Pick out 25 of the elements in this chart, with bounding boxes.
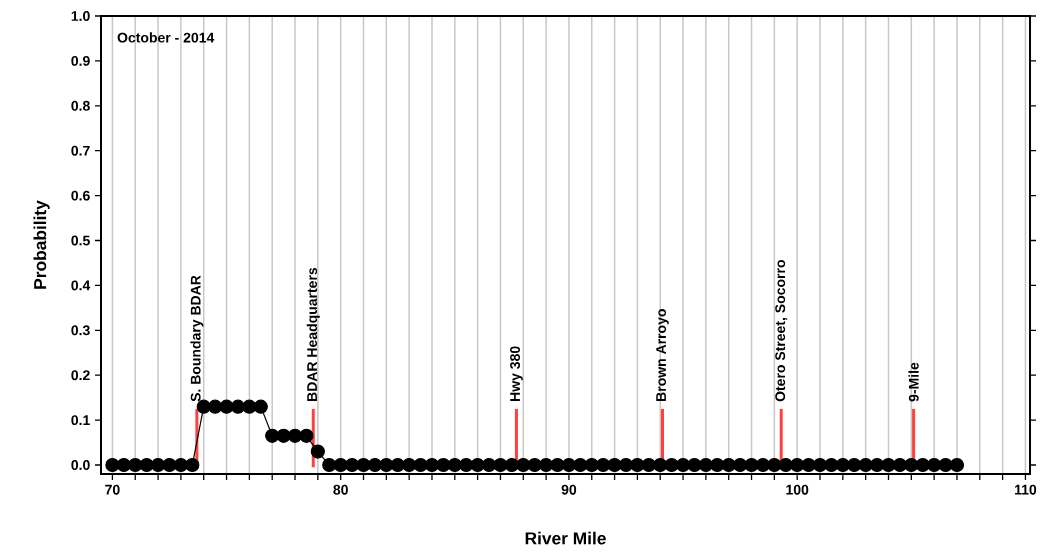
x-axis-title: River Mile (525, 531, 606, 545)
ref-line-label: Hwy 380 (510, 346, 523, 401)
ref-line-label: S. Boundary BDAR (190, 275, 204, 402)
y-tick-label: 0.1 (71, 415, 90, 426)
y-tick-label: 0.2 (71, 370, 90, 381)
x-tick-label: 100 (786, 484, 809, 495)
y-tick-label: 1.0 (71, 11, 90, 21)
y-tick-label: 0.5 (71, 235, 90, 246)
ref-line-label: Otero Street, Socorro (775, 260, 788, 402)
x-tick-label: 110 (1015, 484, 1037, 495)
y-tick-label: 0.3 (71, 325, 90, 336)
ref-line-label: Brown Arroyo (656, 309, 669, 401)
y-tick-label: 0.0 (71, 460, 90, 470)
x-tick-label: 70 (105, 484, 120, 495)
y-tick-label: 0.7 (71, 145, 90, 156)
y-tick-label: 0.6 (71, 190, 90, 201)
x-tick-label: 90 (561, 484, 577, 495)
y-tick-label: 0.8 (71, 100, 90, 111)
y-tick-label: 0.4 (71, 280, 91, 291)
y-axis-title: Probability (33, 200, 50, 289)
x-tick-label: 80 (333, 484, 348, 495)
ref-line-label: 9-Mile (908, 362, 919, 402)
y-tick-label: 0.9 (71, 55, 90, 66)
annotation: October - 2014 (117, 32, 215, 43)
ref-line-label: BDAR Headquarters (306, 267, 320, 401)
